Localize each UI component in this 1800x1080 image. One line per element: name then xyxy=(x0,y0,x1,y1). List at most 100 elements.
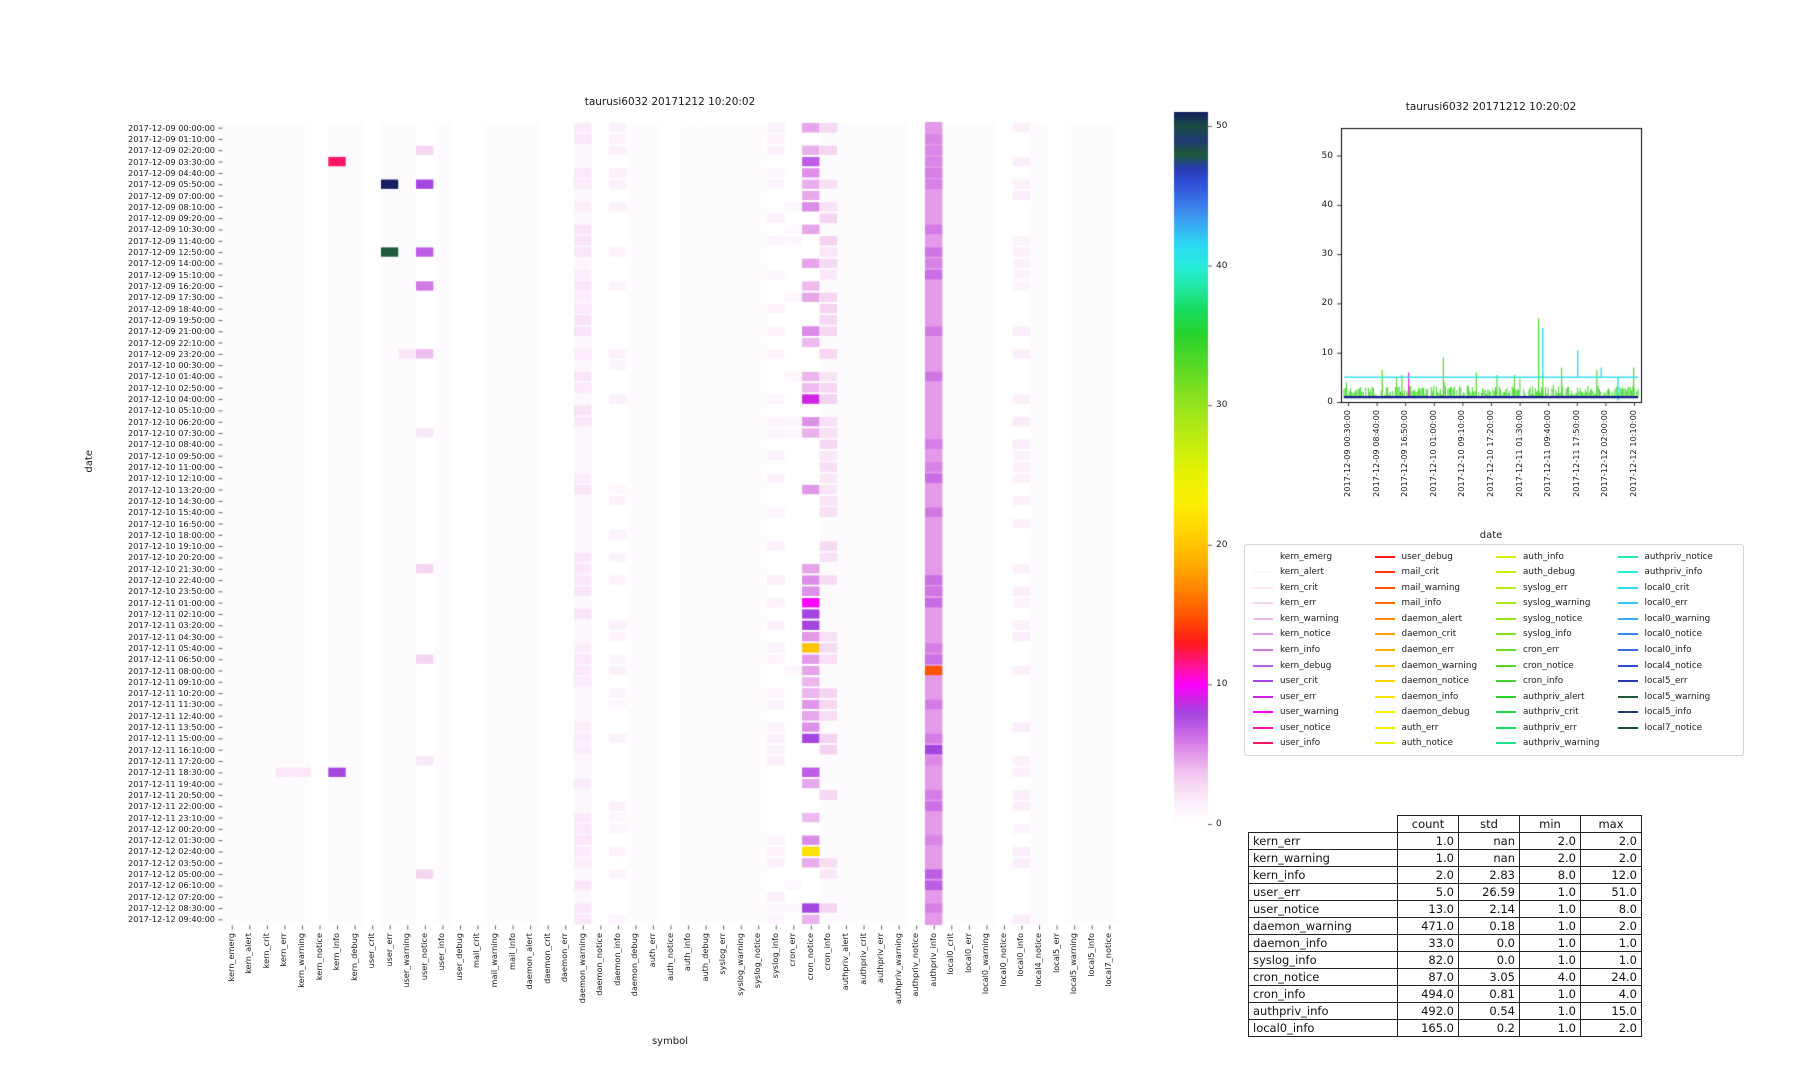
legend-label: local5_info xyxy=(1644,707,1692,718)
heatmap-y-tick-label: 2017-12-12 09:40:00 xyxy=(128,914,215,925)
heatmap-x-tick-label: mail_warning xyxy=(489,933,499,988)
table-row-label: user_notice xyxy=(1248,900,1398,918)
heatmap-y-tick-label: 2017-12-09 22:10:00 xyxy=(128,337,215,348)
table-value-cell: 13.0 xyxy=(1397,900,1459,918)
legend-entry: daemon_debug xyxy=(1373,704,1495,720)
legend-entry: auth_info xyxy=(1494,549,1616,565)
table-row-label: authpriv_info xyxy=(1248,1002,1398,1020)
heatmap-x-tick-label: user_notice xyxy=(418,933,429,981)
legend-label: local5_warning xyxy=(1644,691,1711,702)
legend-entry: kern_emerg xyxy=(1251,549,1373,565)
table-value-cell: 494.0 xyxy=(1397,985,1459,1003)
legend-label: syslog_notice xyxy=(1523,613,1583,624)
colorbar-tick-label: 0 xyxy=(1216,819,1222,829)
legend-line-swatch xyxy=(1374,742,1395,745)
legend-label: user_err xyxy=(1280,691,1317,702)
legend-entry: daemon_alert xyxy=(1373,611,1495,627)
linechart-y-tick-label: 20 xyxy=(1321,298,1333,309)
legend-line-swatch xyxy=(1496,571,1516,574)
heatmap-y-tick-label: 2017-12-10 13:20:00 xyxy=(128,484,215,495)
legend-line-swatch xyxy=(1496,617,1516,620)
heatmap-y-tick-label: 2017-12-12 05:00:00 xyxy=(128,869,215,880)
table-corner-cell xyxy=(1249,816,1398,833)
legend-entry: authpriv_warning xyxy=(1494,735,1616,751)
table-row: kern_info 2.0 2.83 8.0 12.0 xyxy=(1248,866,1642,884)
heatmap-x-tick-label: authpriv_info xyxy=(927,933,938,987)
legend-line-swatch xyxy=(1253,695,1273,698)
heatmap-y-tick-label: 2017-12-11 23:10:00 xyxy=(128,812,215,823)
heatmap-x-tick-label: local5_warning xyxy=(1068,933,1079,995)
legend-label: authpriv_err xyxy=(1523,722,1577,733)
table-value-cell: 1.0 xyxy=(1519,900,1581,918)
legend-line-swatch xyxy=(1496,602,1516,605)
table-row: local0_info 165.0 0.2 1.0 2.0 xyxy=(1248,1019,1642,1037)
legend-entry: daemon_warning xyxy=(1373,658,1495,674)
legend-line-swatch xyxy=(1374,680,1395,683)
heatmap-x-tick-label: user_crit xyxy=(366,933,377,969)
legend-label: auth_notice xyxy=(1401,738,1454,749)
legend-entry: kern_warning xyxy=(1251,611,1373,627)
heatmap-x-tick-label: kern_warning xyxy=(295,933,306,988)
legend-entry: local0_warning xyxy=(1616,611,1738,627)
heatmap-y-tick-label: 2017-12-09 14:00:00 xyxy=(128,258,215,269)
legend-label: syslog_info xyxy=(1523,629,1572,640)
legend-label: kern_err xyxy=(1280,598,1317,609)
legend-line-swatch xyxy=(1253,571,1273,574)
legend-entry: daemon_info xyxy=(1373,689,1495,705)
heatmap-y-tick-label: 2017-12-09 07:00:00 xyxy=(128,190,215,201)
linechart-x-tick-label: 2017-12-11 01:30:00 xyxy=(1513,410,1524,497)
legend-entry: syslog_notice xyxy=(1494,611,1616,627)
heatmap-x-tick-label: local4_notice xyxy=(1033,933,1044,987)
table-value-cell: 8.0 xyxy=(1519,866,1581,884)
legend-line-swatch xyxy=(1253,602,1273,605)
legend-entry: kern_notice xyxy=(1251,627,1373,643)
legend-line-swatch xyxy=(1617,664,1638,667)
linechart-x-tick-label: 2017-12-10 09:10:00 xyxy=(1456,410,1467,497)
legend-entry: local4_notice xyxy=(1616,658,1738,674)
heatmap-y-tick-label: 2017-12-11 03:20:00 xyxy=(128,620,215,631)
legend-label: local0_err xyxy=(1644,598,1688,609)
legend-line-swatch xyxy=(1617,726,1638,729)
legend-entry: authpriv_notice xyxy=(1616,549,1738,565)
heatmap-y-tick-label: 2017-12-11 02:10:00 xyxy=(128,608,215,619)
heatmap-y-tick-label: 2017-12-10 15:40:00 xyxy=(128,507,215,518)
legend-line-swatch xyxy=(1617,680,1638,683)
table-value-cell: 0.2 xyxy=(1458,1019,1520,1037)
heatmap-y-tick-label: 2017-12-10 19:10:00 xyxy=(128,541,215,552)
table-value-cell: 5.0 xyxy=(1397,883,1459,901)
heatmap-y-tick-label: 2017-12-11 01:00:00 xyxy=(128,597,215,608)
heatmap-y-tick-label: 2017-12-11 13:50:00 xyxy=(128,722,215,733)
table-value-cell: 8.0 xyxy=(1580,900,1642,918)
legend-line-swatch xyxy=(1617,571,1638,574)
legend-entry: local5_warning xyxy=(1616,689,1738,705)
legend-line-swatch xyxy=(1496,711,1516,714)
table-row-label: daemon_warning xyxy=(1248,917,1398,935)
legend-entry: local0_err xyxy=(1616,596,1738,612)
linechart-x-tick-label: 2017-12-11 09:40:00 xyxy=(1542,410,1553,497)
table-value-cell: 87.0 xyxy=(1397,968,1459,986)
legend-line-swatch xyxy=(1253,680,1273,683)
heatmap-x-tick-label: auth_debug xyxy=(699,933,710,982)
heatmap-x-tick-label: auth_info xyxy=(682,933,693,972)
heatmap-x-tick-label: daemon_notice xyxy=(594,933,605,996)
table-value-cell: 2.0 xyxy=(1580,832,1642,850)
heatmap-x-tick-label: local5_err xyxy=(1050,933,1061,974)
legend-entry: daemon_notice xyxy=(1373,673,1495,689)
legend-entry: local7_notice xyxy=(1616,720,1738,736)
heatmap-y-tick-label: 2017-12-11 10:20:00 xyxy=(128,688,215,699)
legend-line-swatch xyxy=(1374,664,1395,667)
legend-line-swatch xyxy=(1374,695,1395,698)
heatmap-y-tick-label: 2017-12-10 16:50:00 xyxy=(128,518,215,529)
colorbar-tick-label: 20 xyxy=(1216,539,1228,550)
heatmap-x-tick-label: auth_notice xyxy=(664,933,675,981)
legend-entry: auth_err xyxy=(1373,720,1495,736)
table-header-cell: std xyxy=(1458,815,1520,833)
heatmap-y-tick-label: 2017-12-09 16:20:00 xyxy=(128,280,215,291)
heatmap-y-tick-label: 2017-12-10 00:30:00 xyxy=(128,360,215,371)
heatmap-y-tick-label: 2017-12-11 22:00:00 xyxy=(128,801,215,812)
table-value-cell: 4.0 xyxy=(1580,985,1642,1003)
legend-label: cron_err xyxy=(1523,644,1560,655)
linechart-x-tick-label: 2017-12-09 08:40:00 xyxy=(1370,410,1381,497)
legend-entry: kern_err xyxy=(1251,596,1373,612)
linechart-x-tick-label: 2017-12-09 00:30:00 xyxy=(1342,410,1352,497)
